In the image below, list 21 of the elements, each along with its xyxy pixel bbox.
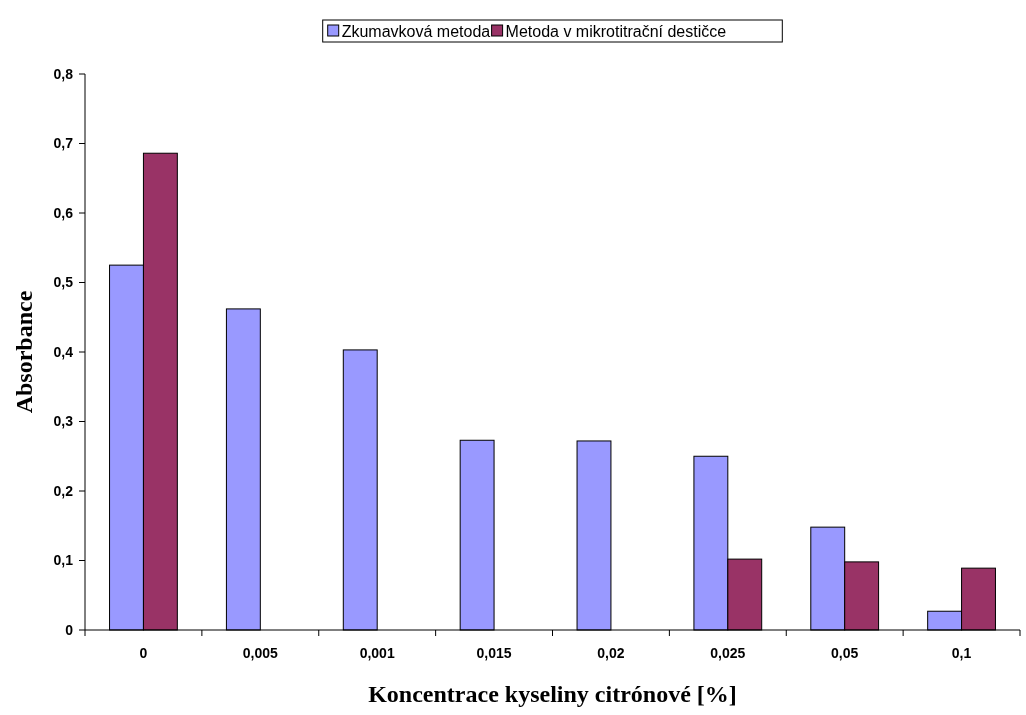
x-tick-label: 0 [139, 645, 148, 661]
x-tick-label: 0,015 [476, 645, 512, 661]
x-axis-title: Koncentrace kyseliny citrónové [%] [368, 681, 737, 707]
y-tick-label: 0,4 [53, 343, 74, 360]
x-tick-label: 0,001 [359, 645, 395, 661]
y-tick-label: 0,6 [53, 204, 74, 221]
x-tick-label: 0,1 [951, 645, 972, 661]
y-tick-label: 0,8 [53, 65, 74, 82]
y-tick-label: 0,7 [53, 135, 74, 152]
y-tick-label: 0 [65, 621, 74, 638]
y-axis-title: Absorbance [11, 290, 37, 414]
legend-label: Zkumavková metoda [341, 22, 491, 40]
legend-label: Metoda v mikrotitrační destičce [505, 22, 727, 40]
y-tick-label: 0,1 [53, 552, 74, 569]
y-tick-label: 0,5 [53, 274, 74, 291]
x-tick-label: 0,05 [831, 645, 859, 661]
x-tick-label: 0,005 [242, 645, 279, 661]
y-tick-label: 0,3 [53, 413, 74, 430]
x-tick-label: 0,025 [710, 645, 746, 661]
y-tick-label: 0,2 [53, 482, 74, 499]
x-tick-label: 0,02 [597, 645, 625, 661]
